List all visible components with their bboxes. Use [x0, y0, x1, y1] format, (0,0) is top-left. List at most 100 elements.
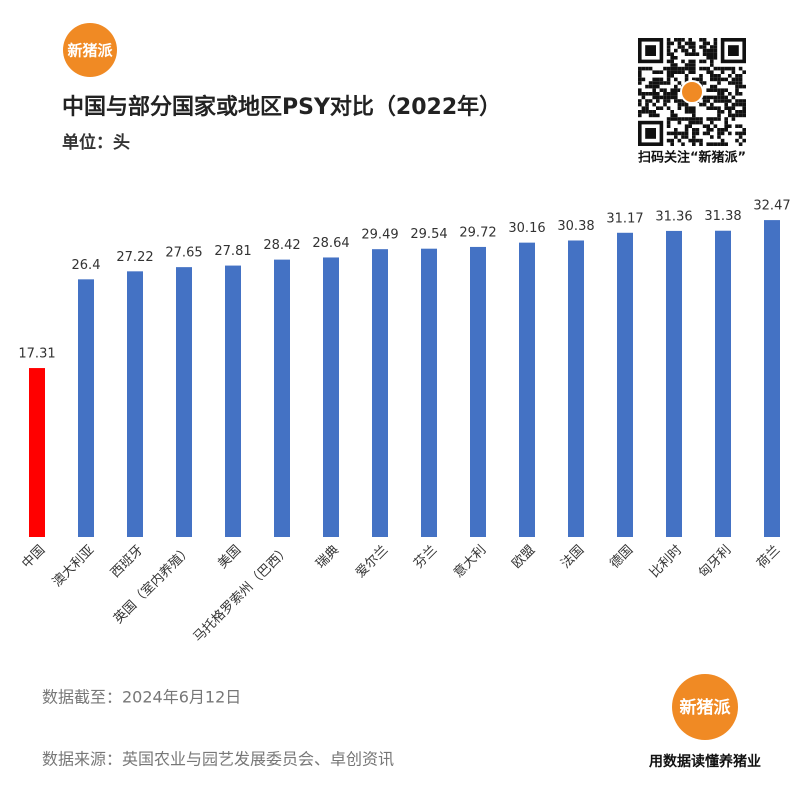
qr-cell [652, 81, 656, 85]
qr-cell [728, 110, 732, 114]
qr-cell [656, 92, 660, 96]
qr-cell [710, 135, 714, 139]
qr-cell [692, 110, 696, 114]
qr-cell [706, 41, 710, 46]
qr-cell [688, 45, 692, 49]
qr-finder [720, 37, 746, 64]
chart-subtitle: 单位：头 [62, 132, 130, 153]
bar [127, 271, 143, 537]
bar [666, 230, 682, 538]
value-label: 27.81 [214, 244, 251, 259]
qr-cell [666, 124, 671, 128]
qr-cell [728, 113, 732, 118]
qr-cell [724, 66, 728, 71]
qr-cell [742, 70, 746, 74]
qr-cell [742, 113, 746, 118]
qr-cell [706, 95, 710, 100]
qr-cell [738, 135, 743, 139]
qr-cell [684, 106, 689, 110]
qr-cell [638, 74, 642, 78]
qr-cell [713, 66, 718, 71]
qr-cell [738, 102, 743, 107]
bar [274, 259, 290, 537]
qr-cell [710, 56, 714, 60]
qr-cell [699, 38, 703, 42]
qr-cell [688, 52, 692, 56]
qr-cell [717, 77, 721, 82]
qr-cell [670, 95, 674, 100]
qr-cell [684, 128, 689, 132]
qr-cell [692, 52, 696, 56]
qr-cell [670, 113, 674, 118]
chart-title: 中国与部分国家或地区PSY对比（2022年） [62, 94, 501, 120]
qr-cell [717, 74, 721, 78]
qr-cell [710, 120, 714, 125]
qr-cell [738, 99, 743, 103]
qr-cell [706, 142, 710, 146]
bar [323, 257, 339, 537]
qr-cell [710, 128, 714, 132]
qr-cell [706, 128, 710, 132]
qr-cell [656, 95, 660, 100]
source-note: 数据来源：英国农业与园艺发展委员会、卓创资讯 [42, 750, 394, 769]
qr-cell [713, 117, 718, 121]
qr-cell [724, 128, 728, 132]
qr-cell [702, 41, 707, 46]
qr-cell [681, 131, 685, 136]
qr-cell [677, 88, 682, 92]
qr-finder [637, 37, 664, 64]
qr-cell [688, 66, 692, 71]
qr-cell [659, 95, 664, 100]
qr-cell [699, 138, 703, 143]
qr-cell [695, 128, 700, 132]
qr-cell [724, 120, 728, 125]
qr-cell [638, 88, 642, 92]
bar [617, 232, 633, 537]
qr-cell [742, 102, 746, 107]
qr-cell [677, 102, 682, 107]
qr-logo [680, 80, 704, 104]
qr-cell [688, 110, 692, 114]
qr-cell [638, 77, 642, 82]
qr-cell [699, 117, 703, 121]
qr-cell [666, 45, 671, 49]
qr-cell [670, 142, 674, 146]
qr-cell [666, 77, 671, 82]
value-label: 27.65 [165, 246, 202, 261]
qr-cell [645, 84, 649, 89]
value-label: 31.17 [606, 211, 643, 226]
qr-cell [702, 66, 707, 71]
qr-cell [645, 92, 649, 96]
qr-cell [706, 131, 710, 136]
qr-cell [684, 74, 689, 78]
qr-cell [692, 48, 696, 53]
qr-cell [684, 135, 689, 139]
qr-cell [728, 92, 732, 96]
qr-cell [738, 84, 743, 89]
qr-cell [670, 110, 674, 114]
qr-cell [742, 106, 746, 110]
qr-cell [738, 66, 743, 71]
qr-cell [670, 66, 674, 71]
qr-cell [645, 102, 649, 107]
qr-cell [720, 88, 725, 92]
qr-cell [652, 113, 656, 118]
qr-cell [720, 92, 725, 96]
qr-cell [688, 124, 692, 128]
qr-cell [731, 102, 736, 107]
qr-cell [670, 41, 674, 46]
qr-cell [656, 84, 660, 89]
qr-cell [666, 74, 671, 78]
qr-cell [684, 131, 689, 136]
qr-cell [742, 99, 746, 103]
qr-cell [710, 45, 714, 49]
qr-cell [724, 99, 728, 103]
qr-cell [702, 102, 707, 107]
qr-cell [735, 131, 739, 136]
qr-cell [656, 113, 660, 118]
qr-cell [706, 66, 710, 71]
qr-cell [692, 113, 696, 118]
qr-cell [717, 128, 721, 132]
qr-cell [735, 102, 739, 107]
qr-cell [677, 81, 682, 85]
